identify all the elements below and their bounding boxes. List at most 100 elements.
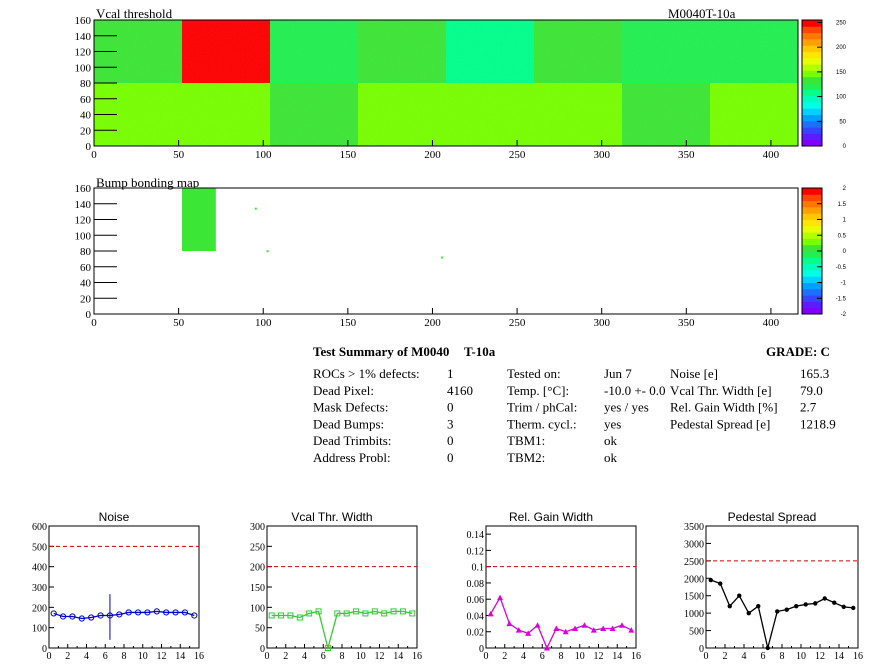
data-point (581, 622, 588, 628)
palette-bin (802, 70, 822, 78)
x-tick-label: 350 (678, 317, 695, 329)
palette-bin (802, 206, 822, 214)
summary-value: -10.0 +- 0.0 (604, 383, 666, 398)
data-point (794, 603, 799, 609)
summary-value: 0 (447, 400, 454, 415)
data-point (506, 620, 513, 627)
summary-value: 2.7 (800, 400, 817, 415)
vcal-threshold-title: Vcal threshold (96, 6, 173, 21)
data-point (134, 609, 142, 616)
y-tick-label: 160 (75, 15, 92, 27)
chart-vcal-thr-width: Vcal Thr. Width 0 50 100 150 200 250 300 0 2 4 6 8 10… (250, 510, 422, 662)
summary-label: ROCs > 1% defects: (313, 366, 420, 381)
chart-pedestal-spread: Pedestal Spread 0 500 1000 1500 2000 2500 3000 3… (684, 510, 863, 662)
palette-bin (802, 101, 822, 109)
data-point (306, 610, 313, 617)
x-tick-label: 12 (157, 651, 167, 662)
y-tick-label: 0 (86, 141, 92, 153)
data-point (525, 630, 532, 636)
data-point (50, 610, 57, 617)
summary-value: yes (604, 416, 621, 431)
palette-bin (802, 38, 822, 46)
y-tick-label: 140 (75, 31, 92, 43)
y-tick-label: 120 (75, 215, 92, 227)
palette-tick-label: 0.5 (838, 233, 847, 239)
palette-bin (802, 32, 822, 40)
x-tick-label: 2 (65, 651, 70, 662)
y-tick-label: 3500 (684, 522, 704, 533)
palette-tick-label: 1 (843, 218, 847, 224)
palette-tick-label: -2 (841, 312, 847, 318)
x-tick-label: 2 (283, 651, 288, 662)
isolated-pixel-2 (440, 256, 443, 259)
x-tick-label: 6 (321, 651, 326, 662)
palette-bin (802, 307, 822, 315)
data-point (737, 593, 742, 598)
x-tick-label: 6 (761, 651, 766, 662)
chart-frame (705, 525, 859, 649)
data-point (278, 612, 285, 619)
x-tick-label: 10 (575, 651, 585, 662)
data-point (381, 610, 388, 617)
summary-value: yes / yes (604, 400, 649, 415)
data-point (851, 605, 856, 611)
y-tick-label: 300 (32, 583, 47, 594)
y-tick-label: 80 (80, 78, 92, 90)
x-tick-label: 4 (84, 651, 89, 662)
x-tick-label: 4 (521, 651, 526, 662)
isolated-pixel-0 (254, 207, 257, 210)
dead-bump-region (182, 188, 216, 251)
y-tick-label: 100 (75, 62, 92, 74)
data-point (618, 622, 625, 628)
test-summary: Test Summary of M0040 T-10a GRADE: C ROC… (313, 344, 836, 465)
y-tick-label: 3000 (684, 539, 704, 550)
summary-value: Jun 7 (604, 366, 632, 381)
y-tick-label: 0.02 (467, 628, 485, 639)
x-tick-label: 50 (173, 149, 185, 161)
bump-bonding-title: Bump bonding map (96, 175, 199, 190)
y-tick-label: 80 (80, 246, 92, 258)
palette-bin (802, 276, 822, 283)
data-point (497, 594, 504, 601)
x-tick-label: 0 (91, 149, 97, 161)
x-tick-label: 250 (509, 149, 526, 161)
data-point (399, 608, 406, 615)
y-tick-label: 400 (32, 563, 47, 574)
y-tick-label: 250 (250, 542, 265, 553)
summary-label: Address Probl: (313, 450, 391, 465)
x-tick-label: 200 (424, 149, 441, 161)
data-point (191, 612, 198, 619)
palette-bin (802, 219, 822, 227)
x-tick-label: 4 (302, 651, 307, 662)
module-label: M0040T-10a (668, 6, 736, 21)
chart-title: Rel. Gain Width (509, 510, 593, 524)
palette-bin (802, 108, 822, 115)
y-tick-label: 40 (80, 278, 92, 290)
data-point (334, 610, 341, 617)
y-tick-label: 160 (75, 183, 92, 195)
summary-title-suffix: T-10a (464, 344, 496, 359)
data-point (813, 601, 818, 606)
chart-rel-gain-width: Rel. Gain Width 0 0.02 0.04 0.06 0.08 0.1 0.12 0… (467, 510, 642, 662)
palette-bin (802, 263, 822, 271)
x-tick-label: 0 (484, 651, 489, 662)
data-point (765, 645, 770, 651)
data-point (534, 622, 541, 628)
data-point (590, 627, 597, 633)
chart-frame (266, 525, 418, 649)
summary-label: Temp. [°C]: (507, 383, 569, 398)
y-tick-label: 0.04 (467, 611, 485, 622)
data-point (343, 610, 350, 617)
summary-value: 79.0 (800, 383, 823, 398)
data-point (287, 612, 294, 619)
summary-value: ok (604, 450, 618, 465)
y-tick-label: 60 (80, 94, 92, 106)
palette-frame (801, 19, 823, 147)
data-point (116, 611, 123, 618)
x-tick-label: 350 (678, 149, 695, 161)
x-tick-label: 12 (594, 651, 604, 662)
series-line (53, 610, 195, 620)
palette-bin (802, 26, 822, 34)
